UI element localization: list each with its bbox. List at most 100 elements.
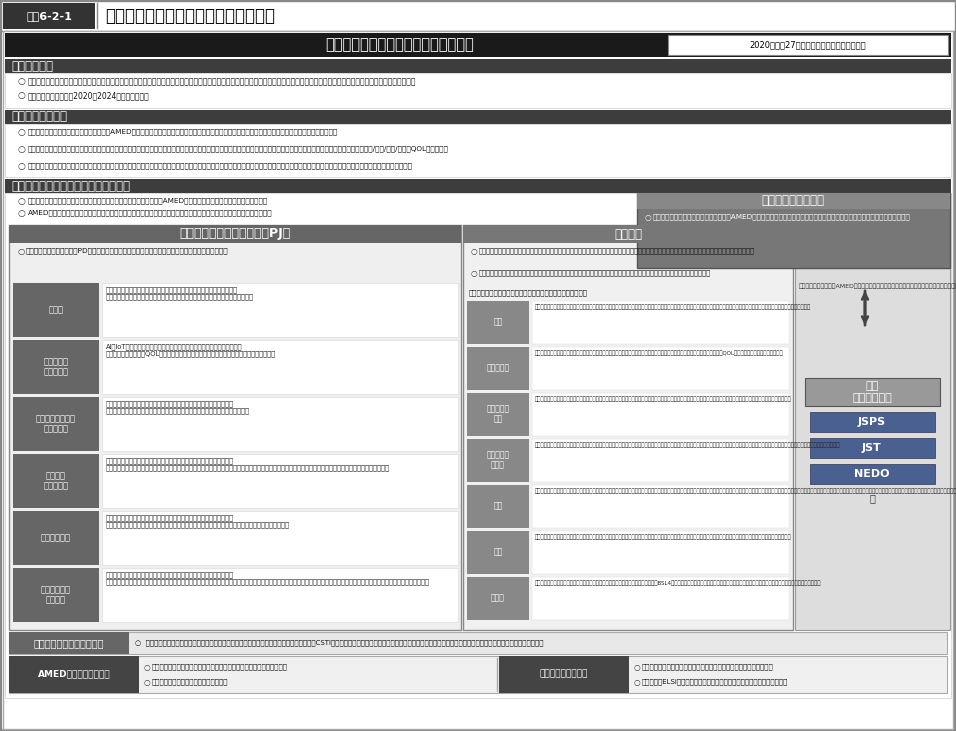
Bar [9, 225, 461, 630]
Text: 等: 等 [869, 493, 875, 503]
Text: AI・IoT技術や計測技術、ロボティクス技術等を統合的に活用し、診断・
治療の高度化、予防・QOLの上昇に資する医療機器・ヘルスケアに関する研究開発を行う。: AI・IoT技術や計測技術、ロボティクス技術等を統合的に活用し、診断・ 治療の高… [106, 343, 276, 357]
Text: 慢性疼痛の精神解析や精神・神経疾患の診断・治療のための標的分子標的、脳神経の創作原理解明を進め、客観的な診断法・評価法の確立や発症予防に資する研究開発を行う。: 慢性疼痛の精神解析や精神・神経疾患の診断・治療のための標的分子標的、脳神経の創作… [535, 396, 792, 401]
Text: 他の
資金配分機関: 他の 資金配分機関 [852, 381, 892, 403]
Bar [467, 577, 529, 620]
Text: JST: JST [862, 443, 881, 453]
Text: 疾患研究: 疾患研究 [614, 227, 642, 240]
Bar [9, 656, 139, 693]
Text: ○: ○ [18, 209, 26, 218]
Bar [467, 531, 529, 574]
Bar [5, 179, 951, 193]
Text: 薬剤治験対応コホート構築、ゲノム情報等基礎情報により認知症の状態解明、バイオマーカー開発を進め、多要素療法確立し、予防・先行対策の指針を整備し、また、老化制御メ: 薬剤治験対応コホート構築、ゲノム情報等基礎情報により認知症の状態解明、バイオマー… [535, 442, 840, 447]
Bar [499, 656, 629, 693]
Bar [5, 73, 951, 108]
Bar [467, 301, 529, 344]
Text: ○: ○ [645, 213, 652, 222]
Text: 政府が講ずべき医療分野の研究開発並びにその環境の整備及び成果の普及に関する施策の集中的かつ計画的な推進を図るもの。健康・医療戦略推進本部が、健康・医療戦略に即し: 政府が講ずべき医療分野の研究開発並びにその環境の整備及び成果の普及に関する施策の… [28, 77, 417, 86]
Text: 精神・神経
疾患: 精神・神経 疾患 [487, 404, 510, 424]
Text: ○: ○ [18, 162, 26, 171]
Text: ○: ○ [144, 663, 151, 672]
Bar [5, 33, 951, 57]
Text: 他の資金配分機関等とAMED・インハウス研究機関との情報共有・連携を十分に確保できる仕組みを構築。: 他の資金配分機関等とAMED・インハウス研究機関との情報共有・連携を十分に確保で… [799, 283, 956, 289]
Text: 今後重点的に取り組む研究開発テーマ、AMED等との連携や分担のあり方等について、令和２年度中に検討し、取りまとめる。: 今後重点的に取り組む研究開発テーマ、AMED等との連携や分担のあり方等について、… [653, 213, 911, 219]
Bar [102, 397, 458, 451]
Text: 難病: 難病 [493, 501, 503, 510]
Text: がん: がん [493, 317, 503, 327]
Bar [13, 454, 99, 508]
Text: 生活習慣病: 生活習慣病 [487, 363, 510, 373]
Text: 再生・細胞医療・遺伝子治療の実用化に向け、基礎研究や基礎・臨床研
究、応用研究、必要な基盤構築を行いつつ、分野統合的な研究開発を推進する。: 再生・細胞医療・遺伝子治療の実用化に向け、基礎研究や基礎・臨床研 究、応用研究、… [106, 400, 250, 414]
Text: がんの本態解明や、がんゲノム情報等の臨床データに基づいた研究開発、個別化治療に資する診断薬・治療薬や免疫療法、遺伝子治療等の新たな治療法実用化まで一貫した研究開: がんの本態解明や、がんゲノム情報等の臨床データに基づいた研究開発、個別化治療に資… [535, 304, 812, 310]
Text: 成育: 成育 [493, 548, 503, 556]
Text: ○: ○ [634, 678, 641, 687]
Bar [467, 347, 529, 390]
Text: ○: ○ [18, 247, 25, 256]
Bar [467, 485, 529, 528]
Text: ○: ○ [471, 269, 478, 278]
Bar [467, 439, 529, 482]
Text: 【我が国において社会課題となる主な疾患分野での研究開発】: 【我が国において社会課題となる主な疾患分野での研究開発】 [469, 289, 588, 295]
Text: 研究不正防止の取組や国際戦略の推進。: 研究不正防止の取組や国際戦略の推進。 [152, 678, 228, 685]
Bar [9, 632, 129, 654]
Text: 周産期・小児期から生殖期に至る心身の健康や疾患に関する予防・診断、早期介入、治療方法や、女性ホルモン関連疾患、次世紀・全身疾病製品等の性差にかかわる研究開発。: 周産期・小児期から生殖期に至る心身の健康や疾患に関する予防・診断、早期介入、治療… [535, 534, 792, 539]
Bar [637, 193, 950, 209]
Text: 医療分野研究開発推進計画のポイント: 医療分野研究開発推進計画のポイント [105, 7, 275, 25]
Text: 医療現場のニーズに応える医薬品の実用化を推進するため、目標標的な投
資から臨床研究に至るまで、モダリティの特性や性質を考慮した研究開発を行う。: 医療現場のニーズに応える医薬品の実用化を推進するため、目標標的な投 資から臨床研… [106, 286, 254, 300]
Text: 患者の実態把握から実用化を目指した研究まで切れ目なく支援。疾病・疾病解析や疾患的な診療・治療・予防法の研究に資するゲノム・臨床データの集積、共有化、再生・細胞医: 患者の実態把握から実用化を目指した研究まで切れ目なく支援。疾病・疾病解析や疾患的… [535, 488, 956, 493]
Text: ゲノム医療・創薬共発等の実現を目指し、ゲノム・データ基盤構築、全
ゲノム解析等実行計画の実施、及びそれらの利活用による、ライフステージを考慮した疾患の発症・重症: ゲノム医療・創薬共発等の実現を目指し、ゲノム・データ基盤構築、全 ゲノム解析等実… [106, 457, 390, 471]
Bar [13, 340, 99, 394]
Text: ○: ○ [144, 678, 151, 687]
Bar [1, 1, 955, 31]
Bar [532, 531, 789, 574]
Text: 最先端の研究開発を支える環境の整備：臨床研究拠点病院等の研究基盤、イノベーション・エコシステム、データ利活用基盤、人材育成、成果実用化のための審査体制の整備等の: 最先端の研究開発を支える環境の整備：臨床研究拠点病院等の研究基盤、イノベーション… [28, 162, 413, 169]
Text: 研究費・データマネジメント、基金等による産学連携や実用化の支援。: 研究費・データマネジメント、基金等による産学連携や実用化の支援。 [152, 663, 288, 670]
Bar [532, 301, 789, 344]
Bar [532, 347, 789, 390]
Text: ゲノム・
データ基盤: ゲノム・ データ基盤 [44, 471, 69, 491]
Bar [463, 225, 793, 243]
Bar [102, 340, 458, 394]
Text: ○: ○ [18, 197, 26, 206]
Text: 糖尿病、循環器疾患や腎疾患、免疫アレルギー疾患等の生活習慣病の病態解明や、発症・重症化予防、診断・治療法、予後改善、QOLの上等に資する研究開発を行う。: 糖尿病、循環器疾患や腎疾患、免疫アレルギー疾患等の生活習慣病の病態解明や、発症・… [535, 350, 784, 355]
Text: 疾患基礎研究: 疾患基礎研究 [41, 534, 71, 542]
Text: NEDO: NEDO [855, 469, 890, 479]
Text: 医療分野の研究開発への応用を目指し、脳機能、免疫、老化等の生命現
象の機能解析や、様々な疾患を対象にした疾患メカニズムの解明等のための基盤的な疾患研究を行う。: 医療分野の研究開発への応用を目指し、脳機能、免疫、老化等の生命現 象の機能解析や… [106, 514, 290, 529]
Bar [795, 268, 950, 630]
Bar [102, 283, 458, 337]
Text: 医療分野研究開発推進計画のポイント: 医療分野研究開発推進計画のポイント [326, 37, 474, 53]
Text: 他の資金配分機関、インハウス研究機関、民間企業とも連携しつつ、AMEDによる支援を中核とした研究開発を推進。: 他の資金配分機関、インハウス研究機関、民間企業とも連携しつつ、AMEDによる支援… [28, 197, 269, 204]
Bar [102, 568, 458, 622]
Text: １．位置づけ: １．位置づけ [11, 59, 53, 72]
Text: 2020年３月27日健康・医療戦略推進本部決定: 2020年３月27日健康・医療戦略推進本部決定 [750, 40, 866, 50]
Text: 医療機器・
ヘルスケア: 医療機器・ ヘルスケア [44, 357, 69, 376]
Text: ムーンショット型研究開発: ムーンショット型研究開発 [33, 638, 104, 648]
Text: 図表6-2-1: 図表6-2-1 [26, 11, 72, 21]
Text: 基礎から実用化までの一貫した研究開発：AMEDによる支援を中核とした産学官連携による基礎から実用化まで一貫した研究開発の推進と成果の実用化。: 基礎から実用化までの一貫した研究開発：AMEDによる支援を中核とした産学官連携に… [28, 128, 338, 135]
Text: ○: ○ [634, 663, 641, 672]
Text: ３．医療分野の研究開発の一体的推進: ３．医療分野の研究開発の一体的推進 [11, 180, 130, 192]
Text: 基礎的な研究から実用化まで戦略的・体系的かつ一貫した研究開発が推進されるよう、プロジェクト推進機能を常時十分に確保。: 基礎的な研究から実用化まで戦略的・体系的かつ一貫した研究開発が推進されるよう、プ… [479, 269, 711, 276]
Bar [532, 577, 789, 620]
Bar [13, 397, 99, 451]
Text: 研究基盤整備や先端的研究開発推進人材の育成、研究公正性の確保。: 研究基盤整備や先端的研究開発推進人材の育成、研究公正性の確保。 [642, 663, 773, 670]
Text: 多様な表現への対応や感染症等への機動的対応のため、統合プロジェクトを横断する形で疾患ごとのコーディネーターによる柔軟なマネジメントを実施。: 多様な表現への対応や感染症等への機動的対応のため、統合プロジェクトを横断する形で… [479, 247, 755, 254]
Text: 感染症: 感染症 [491, 594, 505, 602]
Bar [637, 193, 950, 268]
Text: 第２期計画の期間は、2020〜2024年度の５年間。: 第２期計画の期間は、2020〜2024年度の５年間。 [28, 91, 150, 100]
Text: ○  健康・医療分野においても、実現すれば大きなインパクトが期待される社会課題に対し、CSTIの目標とも十分に連携しつつ、野心的な目標に基づくムーンショット型の: ○ 健康・医療分野においても、実現すれば大きなインパクトが期待される社会課題に対… [135, 640, 544, 646]
Bar [5, 124, 951, 177]
Text: 医薬品: 医薬品 [49, 306, 63, 314]
Bar [810, 464, 935, 484]
Bar [810, 438, 935, 458]
Bar [5, 110, 951, 124]
Text: インハウス研究開発: インハウス研究開発 [762, 194, 824, 208]
Bar [5, 59, 951, 73]
Text: ○: ○ [18, 145, 26, 154]
Bar [102, 454, 458, 508]
Text: ６つの統合プロジェクト（PJ）: ６つの統合プロジェクト（PJ） [180, 227, 291, 240]
Text: ○: ○ [471, 247, 478, 256]
Text: ○: ○ [18, 91, 26, 100]
Text: ２．基本的な方針: ２．基本的な方針 [11, 110, 67, 124]
Text: 新型コロナウイルス感染症等の基礎研究から診断・治療薬・ワクチン等の研究開発。BSL4施設等の感染症研究拠点への支援、アウトブレークに備えた研究開発基盤やデータ利: 新型コロナウイルス感染症等の基礎研究から診断・治療薬・ワクチン等の研究開発。BS… [535, 580, 821, 586]
Text: AMED及びインハウス研究機関の医療分野の研究開発について、健康・医療戦略推進本部で一元的に予算要求配分調整。: AMED及びインハウス研究機関の医療分野の研究開発について、健康・医療戦略推進本… [28, 209, 272, 216]
